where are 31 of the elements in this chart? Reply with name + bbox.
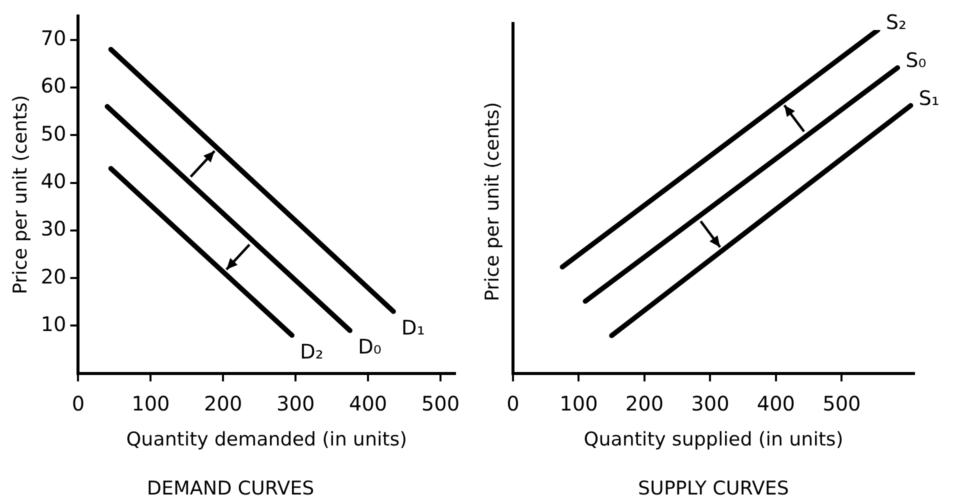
x-tick-label: 400 <box>348 392 388 416</box>
text: DEMAND CURVES <box>146 478 314 500</box>
series-label: S₀ <box>906 48 926 72</box>
x-tick-label: 0 <box>506 392 520 416</box>
x-tick-label: 500 <box>421 392 460 416</box>
x-tick-label: 500 <box>822 392 861 416</box>
y-tick-label: 70 <box>40 26 66 50</box>
y-tick-label: 30 <box>40 216 66 241</box>
series-label: D₁ <box>401 316 425 340</box>
y-tick-label: 10 <box>40 312 66 336</box>
x-axis-title: Quantity supplied (in units) <box>584 428 844 451</box>
y-axis-title: Price per unit (cents) <box>9 95 32 294</box>
text: SUPPLY CURVES <box>638 478 789 500</box>
y-axis-title: Price per unit (cents) <box>481 102 504 302</box>
x-tick-label: 200 <box>625 392 664 416</box>
x-axis-title: Quantity demanded (in units) <box>126 428 408 451</box>
x-tick-label: 0 <box>72 392 85 416</box>
series-label: S₁ <box>918 86 940 110</box>
series-label: D₀ <box>358 334 382 359</box>
x-tick-label: 200 <box>204 392 242 416</box>
y-tick-label: 60 <box>40 74 66 98</box>
x-tick-label: 400 <box>756 392 796 416</box>
y-tick-label: 20 <box>40 264 66 288</box>
x-tick-label: 100 <box>132 392 170 416</box>
series-label: D₂ <box>300 339 324 364</box>
y-tick-label: 50 <box>40 121 66 146</box>
y-tick-label: 40 <box>40 168 66 193</box>
x-tick-label: 300 <box>276 392 315 416</box>
series-label: S₂ <box>886 10 907 34</box>
x-tick-label: 100 <box>560 392 598 416</box>
x-tick-label: 300 <box>691 392 730 416</box>
